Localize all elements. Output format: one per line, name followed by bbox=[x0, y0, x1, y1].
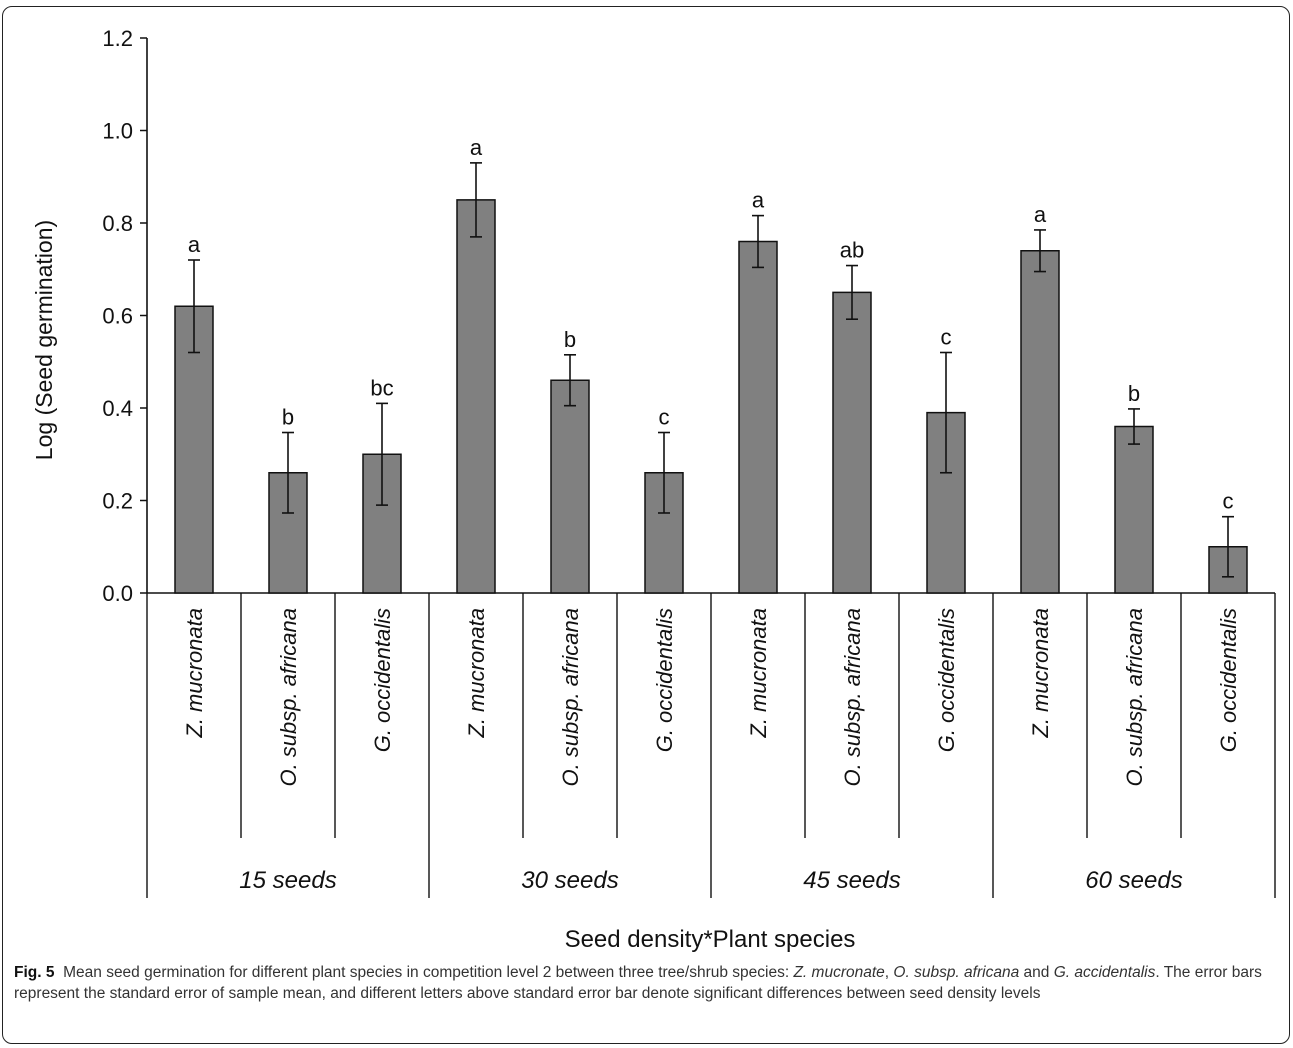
category-label: O. subsp. africana bbox=[1122, 608, 1147, 787]
significance-letter: ab bbox=[840, 238, 864, 263]
category-label: Z. mucronata bbox=[746, 608, 771, 739]
category-label: Z. mucronata bbox=[182, 608, 207, 739]
significance-letter: c bbox=[659, 405, 670, 430]
category-label: O. subsp. africana bbox=[840, 608, 865, 787]
bar bbox=[174, 305, 214, 594]
caption-text: and bbox=[1019, 964, 1054, 981]
category-label: G. occidentalis bbox=[370, 608, 395, 752]
category-label: O. subsp. africana bbox=[276, 608, 301, 787]
significance-letter: a bbox=[188, 232, 201, 257]
category-label: O. subsp. africana bbox=[558, 608, 583, 787]
caption-text: Mean seed germination for different plan… bbox=[63, 964, 794, 981]
group-label: 30 seeds bbox=[521, 867, 618, 894]
y-axis-label: Log (Seed germination) bbox=[31, 220, 57, 460]
bar-chart: Log (Seed germination) Seed density*Plan… bbox=[31, 26, 1276, 953]
significance-letter: c bbox=[941, 325, 952, 350]
significance-letter: c bbox=[1223, 489, 1234, 514]
group-label: 15 seeds bbox=[239, 867, 336, 894]
caption-species-1: Z. mucronate bbox=[793, 964, 885, 981]
category-label: Z. mucronata bbox=[464, 608, 489, 739]
group-label: 45 seeds bbox=[803, 867, 900, 894]
x-category-labels: Z. mucronata O. subsp. africana G. occiden… bbox=[146, 593, 1276, 898]
significance-letter: b bbox=[282, 405, 294, 430]
category-label: Z. mucronata bbox=[1028, 608, 1053, 739]
category-label: G. occidentalis bbox=[934, 608, 959, 752]
category-label: G. occidentalis bbox=[652, 608, 677, 752]
figure-label: Fig. 5 bbox=[14, 964, 55, 981]
caption-species-2: O. subsp. africana bbox=[893, 964, 1020, 981]
y-tick-label: 0.6 bbox=[102, 304, 133, 329]
axes: 0.0 0.2 0.4 0.6 0.8 1.0 1.2 bbox=[102, 26, 1275, 606]
bar bbox=[550, 379, 590, 594]
significance-letter: a bbox=[1034, 202, 1047, 227]
y-tick-label: 0.2 bbox=[102, 489, 133, 514]
significance-letter: a bbox=[752, 188, 765, 213]
bar bbox=[832, 291, 872, 594]
y-tick-label: 0.4 bbox=[102, 396, 133, 421]
caption-species-3: G. accidentalis bbox=[1053, 964, 1156, 981]
significance-letter: a bbox=[470, 135, 483, 160]
bar bbox=[1020, 250, 1060, 594]
figure-caption: Fig. 5 Mean seed germination for differe… bbox=[14, 962, 1279, 1004]
caption-separator: , bbox=[884, 964, 894, 981]
significance-letter: b bbox=[1128, 381, 1140, 406]
bar bbox=[456, 199, 496, 594]
category-label: G. occidentalis bbox=[1216, 608, 1241, 752]
y-tick-label: 1.2 bbox=[102, 26, 133, 51]
x-axis-label: Seed density*Plant species bbox=[565, 926, 856, 953]
y-tick-label: 0.0 bbox=[102, 581, 133, 606]
bar bbox=[1114, 425, 1154, 594]
caption-text: . The error bars represent the standard … bbox=[14, 964, 1262, 1002]
bar bbox=[738, 240, 778, 594]
figure-frame bbox=[2, 6, 1290, 1044]
significance-letter: bc bbox=[370, 375, 393, 400]
group-label: 60 seeds bbox=[1085, 867, 1182, 894]
significance-letter: b bbox=[564, 327, 576, 352]
y-tick-label: 0.8 bbox=[102, 211, 133, 236]
y-tick-label: 1.0 bbox=[102, 119, 133, 144]
